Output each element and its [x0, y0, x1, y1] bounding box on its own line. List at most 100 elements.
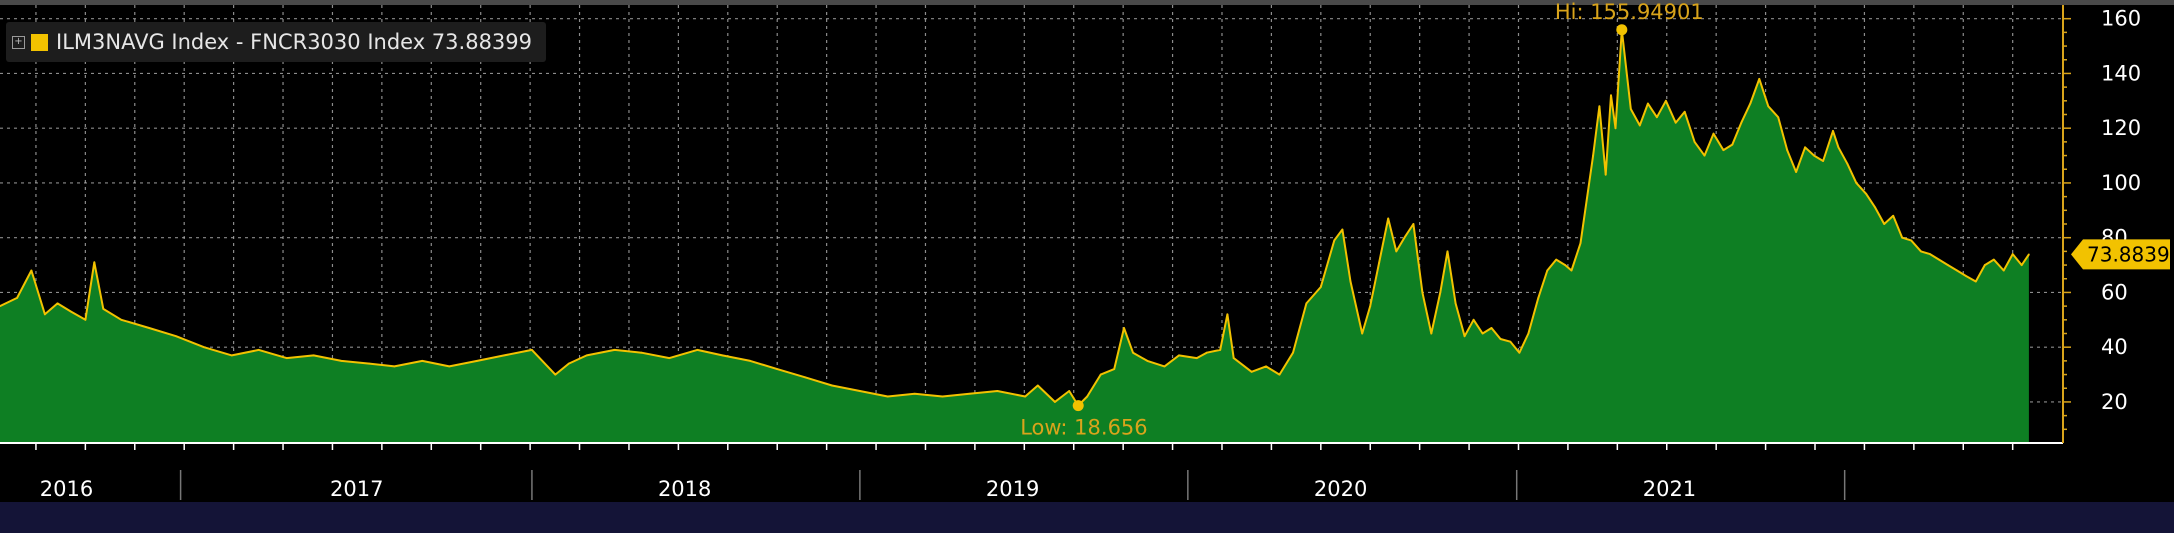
data-point: [1564, 264, 1567, 266]
data-point: [1527, 332, 1530, 335]
data-point: [1920, 250, 1922, 253]
x-tick-label: 2020: [1314, 477, 1367, 501]
data-point: [804, 376, 806, 379]
data-point: [1804, 146, 1807, 149]
data-point: [1205, 351, 1208, 354]
data-point: [84, 318, 87, 321]
data-point: [1132, 351, 1134, 354]
window-top-border: [0, 0, 2174, 5]
data-point: [2027, 253, 2030, 256]
data-point: [1463, 335, 1466, 338]
data-point: [1947, 264, 1949, 266]
data-point: [1278, 373, 1281, 376]
data-point: [1938, 258, 1940, 261]
data-point: [1813, 154, 1816, 157]
data-point: [56, 302, 59, 305]
data-point: [1439, 291, 1442, 294]
data-point: [340, 359, 343, 362]
data-point: [1099, 373, 1102, 376]
data-point: [585, 354, 588, 357]
data-point: [1992, 258, 1995, 261]
data-point: [1369, 305, 1372, 308]
last-value-label: 73.88399: [2087, 242, 2174, 266]
data-point: [1226, 313, 1229, 316]
data-point: [1758, 78, 1761, 80]
data-point: [1846, 162, 1849, 165]
data-point: [1703, 154, 1706, 157]
data-point: [1683, 110, 1686, 113]
data-point: [1349, 280, 1352, 283]
data-point: [1319, 286, 1322, 288]
series-area-fill: [0, 29, 2029, 444]
data-point: [1555, 258, 1558, 261]
x-tick-label: 2021: [1643, 477, 1696, 501]
data-point: [858, 390, 861, 392]
data-point: [1749, 102, 1752, 105]
data-point: [1892, 214, 1895, 217]
data-point: [1472, 318, 1475, 321]
data-point: [1740, 121, 1743, 124]
data-point: [749, 359, 752, 362]
plus-box-icon[interactable]: +: [12, 35, 25, 49]
data-point: [1341, 228, 1344, 231]
data-point: [368, 362, 371, 365]
data-point: [1974, 280, 1977, 283]
data-point: [1767, 105, 1770, 108]
data-point: [554, 373, 557, 376]
low-marker: [1072, 400, 1084, 412]
data-point: [613, 349, 616, 351]
data-point: [1874, 206, 1877, 209]
data-point: [1163, 365, 1166, 368]
data-point: [148, 327, 151, 329]
y-tick-label: 160: [2101, 7, 2141, 31]
data-point: [1731, 143, 1734, 146]
data-point: [1250, 370, 1253, 373]
data-point: [968, 392, 971, 395]
legend[interactable]: + ILM3NAVG Index - FNCR3030 Index 73.883…: [6, 22, 547, 62]
data-point: [1378, 261, 1381, 264]
data-point: [102, 307, 105, 310]
data-point: [1579, 242, 1582, 245]
y-tick-label: 60: [2101, 280, 2128, 304]
data-point: [1570, 269, 1573, 272]
data-point: [1592, 154, 1594, 157]
data-point: [1446, 250, 1449, 253]
data-point: [886, 395, 889, 398]
data-point: [831, 384, 833, 387]
data-point: [1956, 269, 1958, 272]
data-point: [1901, 236, 1904, 239]
data-point: [776, 368, 779, 370]
legend-label: ILM3NAVG Index - FNCR3030 Index 73.88399: [56, 30, 533, 54]
data-point: [1265, 365, 1267, 368]
data-point: [1086, 395, 1089, 398]
x-tick-label: 2019: [986, 477, 1039, 501]
data-point: [1929, 253, 1931, 256]
data-point: [1053, 401, 1056, 403]
data-point: [1855, 182, 1858, 184]
data-point: [2011, 253, 2014, 256]
data-point: [257, 349, 260, 351]
data-point: [531, 349, 533, 351]
data-point: [421, 359, 424, 362]
y-tick-label: 40: [2101, 335, 2128, 359]
data-point: [640, 351, 643, 354]
data-point: [1598, 105, 1601, 108]
series-area-layer: [0, 28, 2030, 444]
data-point: [1305, 302, 1308, 305]
high-marker: [1616, 24, 1628, 36]
low-label: Low: 18.656: [1020, 416, 1147, 440]
data-point: [230, 354, 233, 357]
data-point: [1499, 338, 1502, 340]
y-tick-label: 140: [2101, 61, 2141, 85]
data-point: [1123, 327, 1125, 329]
data-point: [1777, 116, 1780, 119]
data-point: [1509, 340, 1512, 343]
data-point: [567, 362, 570, 365]
data-point: [16, 297, 18, 299]
data-point: [1036, 384, 1039, 387]
data-point: [1430, 332, 1433, 335]
data-point: [1361, 332, 1364, 335]
data-point: [696, 349, 699, 351]
data-point: [1610, 94, 1612, 97]
